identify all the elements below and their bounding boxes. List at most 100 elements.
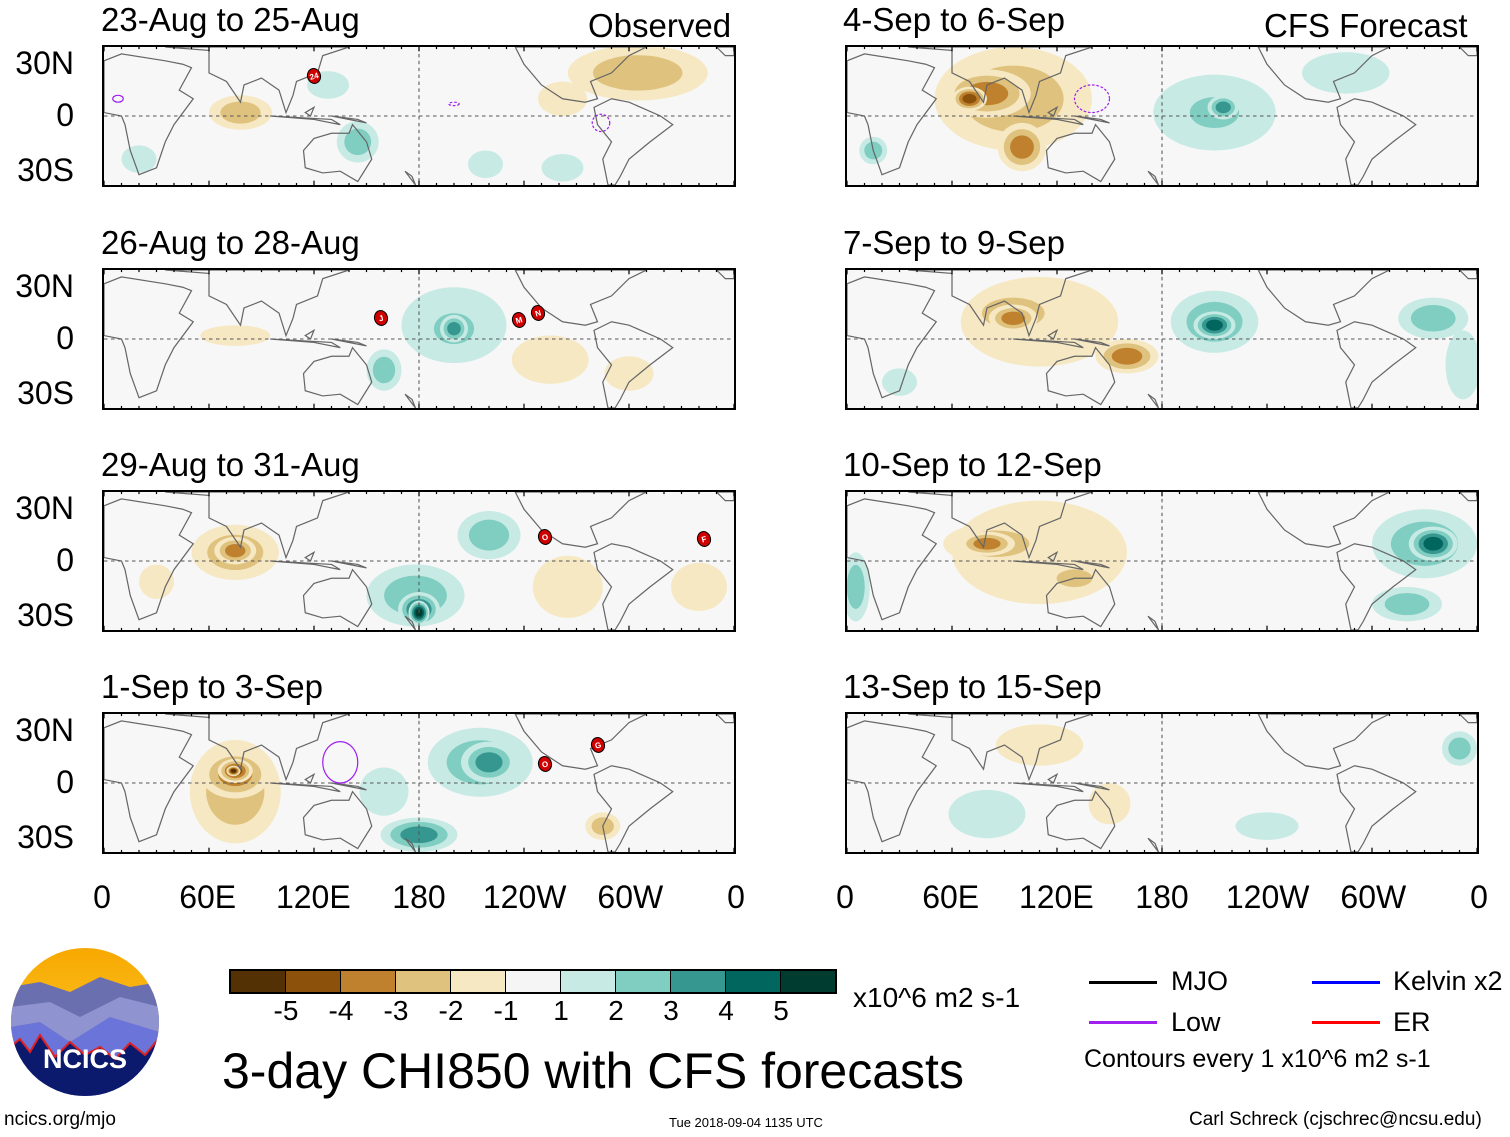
coastline xyxy=(1147,393,1160,408)
latitude-label: 0 xyxy=(56,764,74,800)
colorbar-tick-label: -5 xyxy=(273,995,299,1026)
coastline xyxy=(847,53,938,176)
coastline xyxy=(1045,790,1116,850)
coastline xyxy=(1013,772,1110,793)
negative-anomaly-region xyxy=(139,564,174,599)
latitude-label: 0 xyxy=(56,320,74,356)
latitude-label: 30N xyxy=(15,268,74,304)
coastline xyxy=(847,720,938,843)
positive-anomaly-region xyxy=(882,368,917,396)
colorbar-swatch xyxy=(341,971,396,992)
coastline xyxy=(104,720,195,843)
low-contour xyxy=(1073,84,1111,114)
panel-title: 29-Aug to 31-Aug xyxy=(101,446,360,483)
coastline xyxy=(715,270,734,280)
colorbar-swatch xyxy=(726,971,781,992)
low-contour xyxy=(322,740,359,784)
coastline xyxy=(715,492,734,502)
positive-anomaly-region xyxy=(541,153,584,182)
coastline xyxy=(165,270,350,338)
negative-anomaly-region xyxy=(995,724,1084,766)
map-svg xyxy=(847,492,1477,630)
map-svg xyxy=(104,714,734,852)
coastline xyxy=(1013,550,1110,571)
coastline xyxy=(404,615,417,630)
negative-anomaly-region xyxy=(1111,347,1143,365)
negative-anomaly-region xyxy=(200,325,271,346)
contour-note: Contours every 1 x10^6 m2 s-1 xyxy=(1084,1045,1431,1073)
longitude-label: 120W xyxy=(482,879,567,915)
timestamp: Tue 2018-09-04 1135 UTC xyxy=(669,1115,823,1130)
longitude-label: 0 xyxy=(727,879,745,915)
longitude-label: 120W xyxy=(1225,879,1310,915)
longitude-label: 0 xyxy=(93,879,111,915)
longitude-label: 60W xyxy=(1340,879,1407,915)
coastline xyxy=(593,98,674,185)
coastline xyxy=(1458,714,1477,724)
coastline xyxy=(104,498,195,621)
latitude-label: 30N xyxy=(15,45,74,81)
coastline xyxy=(1013,328,1110,349)
negative-anomaly-region xyxy=(231,769,236,773)
longitude-label: 120E xyxy=(1018,879,1094,915)
ncics-logo: NCICS xyxy=(10,947,160,1097)
coastline xyxy=(847,498,938,621)
negative-anomaly-region xyxy=(1088,783,1131,825)
coastline xyxy=(514,714,647,770)
negative-anomaly-region xyxy=(1001,311,1026,326)
panel-title: 23-Aug to 25-Aug xyxy=(101,1,360,38)
low-line-swatch xyxy=(1089,1021,1157,1024)
map-panel xyxy=(845,712,1479,854)
coastline xyxy=(1147,615,1160,630)
positive-anomaly-region xyxy=(344,128,372,156)
coastline xyxy=(908,270,1093,338)
colorbar-swatch xyxy=(506,971,561,992)
coastline xyxy=(1257,492,1390,548)
coastline xyxy=(715,714,734,724)
coastline xyxy=(302,123,373,183)
author-credit: Carl Schreck (cjschrec@ncsu.edu) xyxy=(1189,1109,1482,1130)
coastline xyxy=(1458,47,1477,57)
coastline xyxy=(404,837,417,852)
coastline xyxy=(514,47,647,103)
colorbar-tick-label: 4 xyxy=(718,995,734,1026)
colorbar-swatch xyxy=(286,971,341,992)
coastline xyxy=(270,105,367,126)
longitude-label: 0 xyxy=(836,879,854,915)
colorbar-tick-label: -4 xyxy=(328,995,354,1026)
coastline xyxy=(302,346,373,406)
coastline xyxy=(302,790,373,850)
latitude-label: 30N xyxy=(15,490,74,526)
positive-anomaly-region xyxy=(948,789,1026,839)
longitude-label: 120E xyxy=(275,879,351,915)
latitude-label: 30S xyxy=(17,819,74,855)
coastline xyxy=(104,276,195,399)
coastline xyxy=(404,393,417,408)
coastline xyxy=(1458,492,1477,502)
positive-anomaly-region xyxy=(475,752,503,773)
map-panel: 24 xyxy=(102,45,736,187)
coastline xyxy=(514,270,647,326)
er-line-swatch xyxy=(1312,1021,1380,1024)
longitude-label: 60W xyxy=(597,879,664,915)
legend-kelvin: Kelvin x2 xyxy=(1393,966,1503,996)
site-link[interactable]: ncics.org/mjo xyxy=(4,1109,116,1130)
positive-anomaly-region xyxy=(1423,536,1444,551)
low-contour xyxy=(448,101,460,107)
longitude-label: 180 xyxy=(392,879,446,915)
coastline xyxy=(1336,543,1417,630)
positive-anomaly-region xyxy=(447,321,461,336)
positive-anomaly-region xyxy=(359,767,409,816)
negative-anomaly-region xyxy=(225,543,246,558)
coastline xyxy=(1336,321,1417,408)
coastline xyxy=(1458,270,1477,280)
cfs-forecast-label: CFS Forecast xyxy=(1264,7,1468,44)
colorbar-tick-label: 5 xyxy=(773,995,789,1026)
positive-anomaly-region xyxy=(1410,305,1456,332)
latitude-label: 30S xyxy=(17,152,74,188)
negative-anomaly-region xyxy=(962,93,977,104)
positive-anomaly-region xyxy=(1384,593,1430,616)
positive-anomaly-region xyxy=(372,356,396,384)
coastline xyxy=(270,772,367,793)
coastline xyxy=(1045,568,1116,628)
